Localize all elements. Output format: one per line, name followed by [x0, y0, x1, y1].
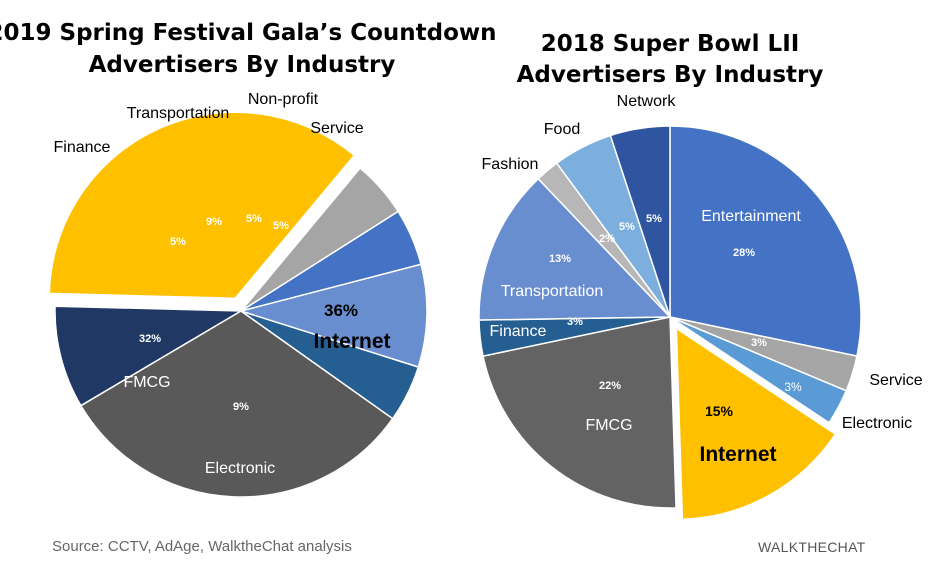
slice-name-label-non-profit: Non-profit	[248, 91, 319, 108]
slice-name-label-finance: Finance	[54, 139, 111, 156]
source-note: Source: CCTV, AdAge, WalktheChat analysi…	[52, 538, 352, 555]
pie-slice-electronic	[669, 316, 848, 424]
slice-percent-label-transportation: 9%	[206, 216, 222, 228]
pie-slice-fmcg	[79, 310, 394, 498]
slice-name-label-service: Service	[310, 120, 363, 137]
chart-title-line-2: Advertisers By Industry	[517, 62, 824, 88]
pie-labels: 36% Internet 9% Electronic 32% FMCG 5% Finance 9…	[54, 91, 391, 477]
slice-name-label-transportation: Transportation	[127, 105, 230, 122]
slice-name-label-entertainment: Entertainment	[701, 208, 801, 225]
slice-name-label-finance: Finance	[490, 323, 547, 340]
slice-percent-label-transportation: 13%	[549, 253, 571, 265]
slice-percent-label-electronic: 9%	[233, 401, 249, 413]
slice-name-label-internet: Internet	[699, 443, 776, 466]
slice-percent-label-finance: 5%	[170, 236, 186, 248]
chart-title-line-1: 2019 Spring Festival Gala’s Countdown	[0, 20, 497, 46]
slice-name-label-food: Food	[544, 121, 580, 138]
brand-name: WALKTHECHAT	[758, 539, 866, 555]
pie-slice-network	[609, 125, 671, 318]
pie-chart-spring-festival: 2019 Spring Festival Gala’s Countdown Ad…	[0, 20, 497, 498]
pie-chart-super-bowl: 2018 Super Bowl LII Advertisers By Indus…	[478, 31, 923, 521]
pie-slice-electronic	[54, 305, 244, 407]
slice-percent-label-finance: 3%	[567, 316, 583, 328]
slice-percent-label-non-profit: 5%	[246, 213, 262, 225]
slice-name-label-electronic: Electronic	[205, 460, 275, 477]
slice-percent-label-network: 5%	[646, 213, 662, 225]
pie-slice-fmcg	[482, 316, 677, 509]
slice-percent-label-fmcg: 32%	[139, 333, 161, 345]
pie-slice-entertainment	[669, 125, 862, 358]
pie-slice-transportation	[478, 177, 672, 321]
slice-percent-label-internet: 15%	[705, 403, 734, 419]
chart-title-line-2: Advertisers By Industry	[89, 52, 396, 78]
slice-percent-label-electronic: 3%	[784, 380, 802, 394]
slice-name-label-fmcg: FMCG	[123, 374, 170, 391]
slice-name-label-network: Network	[617, 93, 677, 110]
chart-title-line-1: 2018 Super Bowl LII	[541, 31, 800, 57]
slice-name-label-internet: Internet	[313, 330, 390, 353]
slice-percent-label-service: 5%	[273, 220, 289, 232]
pie-slice-internet	[48, 111, 356, 300]
pie-slice-service	[240, 167, 400, 312]
slice-name-label-fashion: Fashion	[482, 156, 539, 173]
pie-wedges	[478, 125, 862, 521]
pie-wedges	[48, 111, 428, 498]
slice-percent-label-service: 3%	[751, 337, 767, 349]
pie-slice-transportation	[238, 263, 428, 368]
pie-slice-internet	[675, 326, 837, 521]
slice-percent-label-food: 5%	[619, 221, 635, 233]
slice-percent-label-fashion: 2%	[599, 233, 615, 245]
slice-percent-label-fmcg: 22%	[599, 380, 621, 392]
slice-name-label-electronic: Electronic	[842, 415, 912, 432]
slice-percent-label-internet: 36%	[324, 301, 358, 320]
slice-percent-label-entertainment: 28%	[733, 247, 755, 259]
slice-name-label-fmcg: FMCG	[585, 417, 632, 434]
slice-name-label-transportation: Transportation	[501, 283, 604, 300]
slice-name-label-service: Service	[869, 372, 922, 389]
pie-labels: 28% Entertainment 3% Service 3% Electronic 15%…	[482, 93, 923, 466]
